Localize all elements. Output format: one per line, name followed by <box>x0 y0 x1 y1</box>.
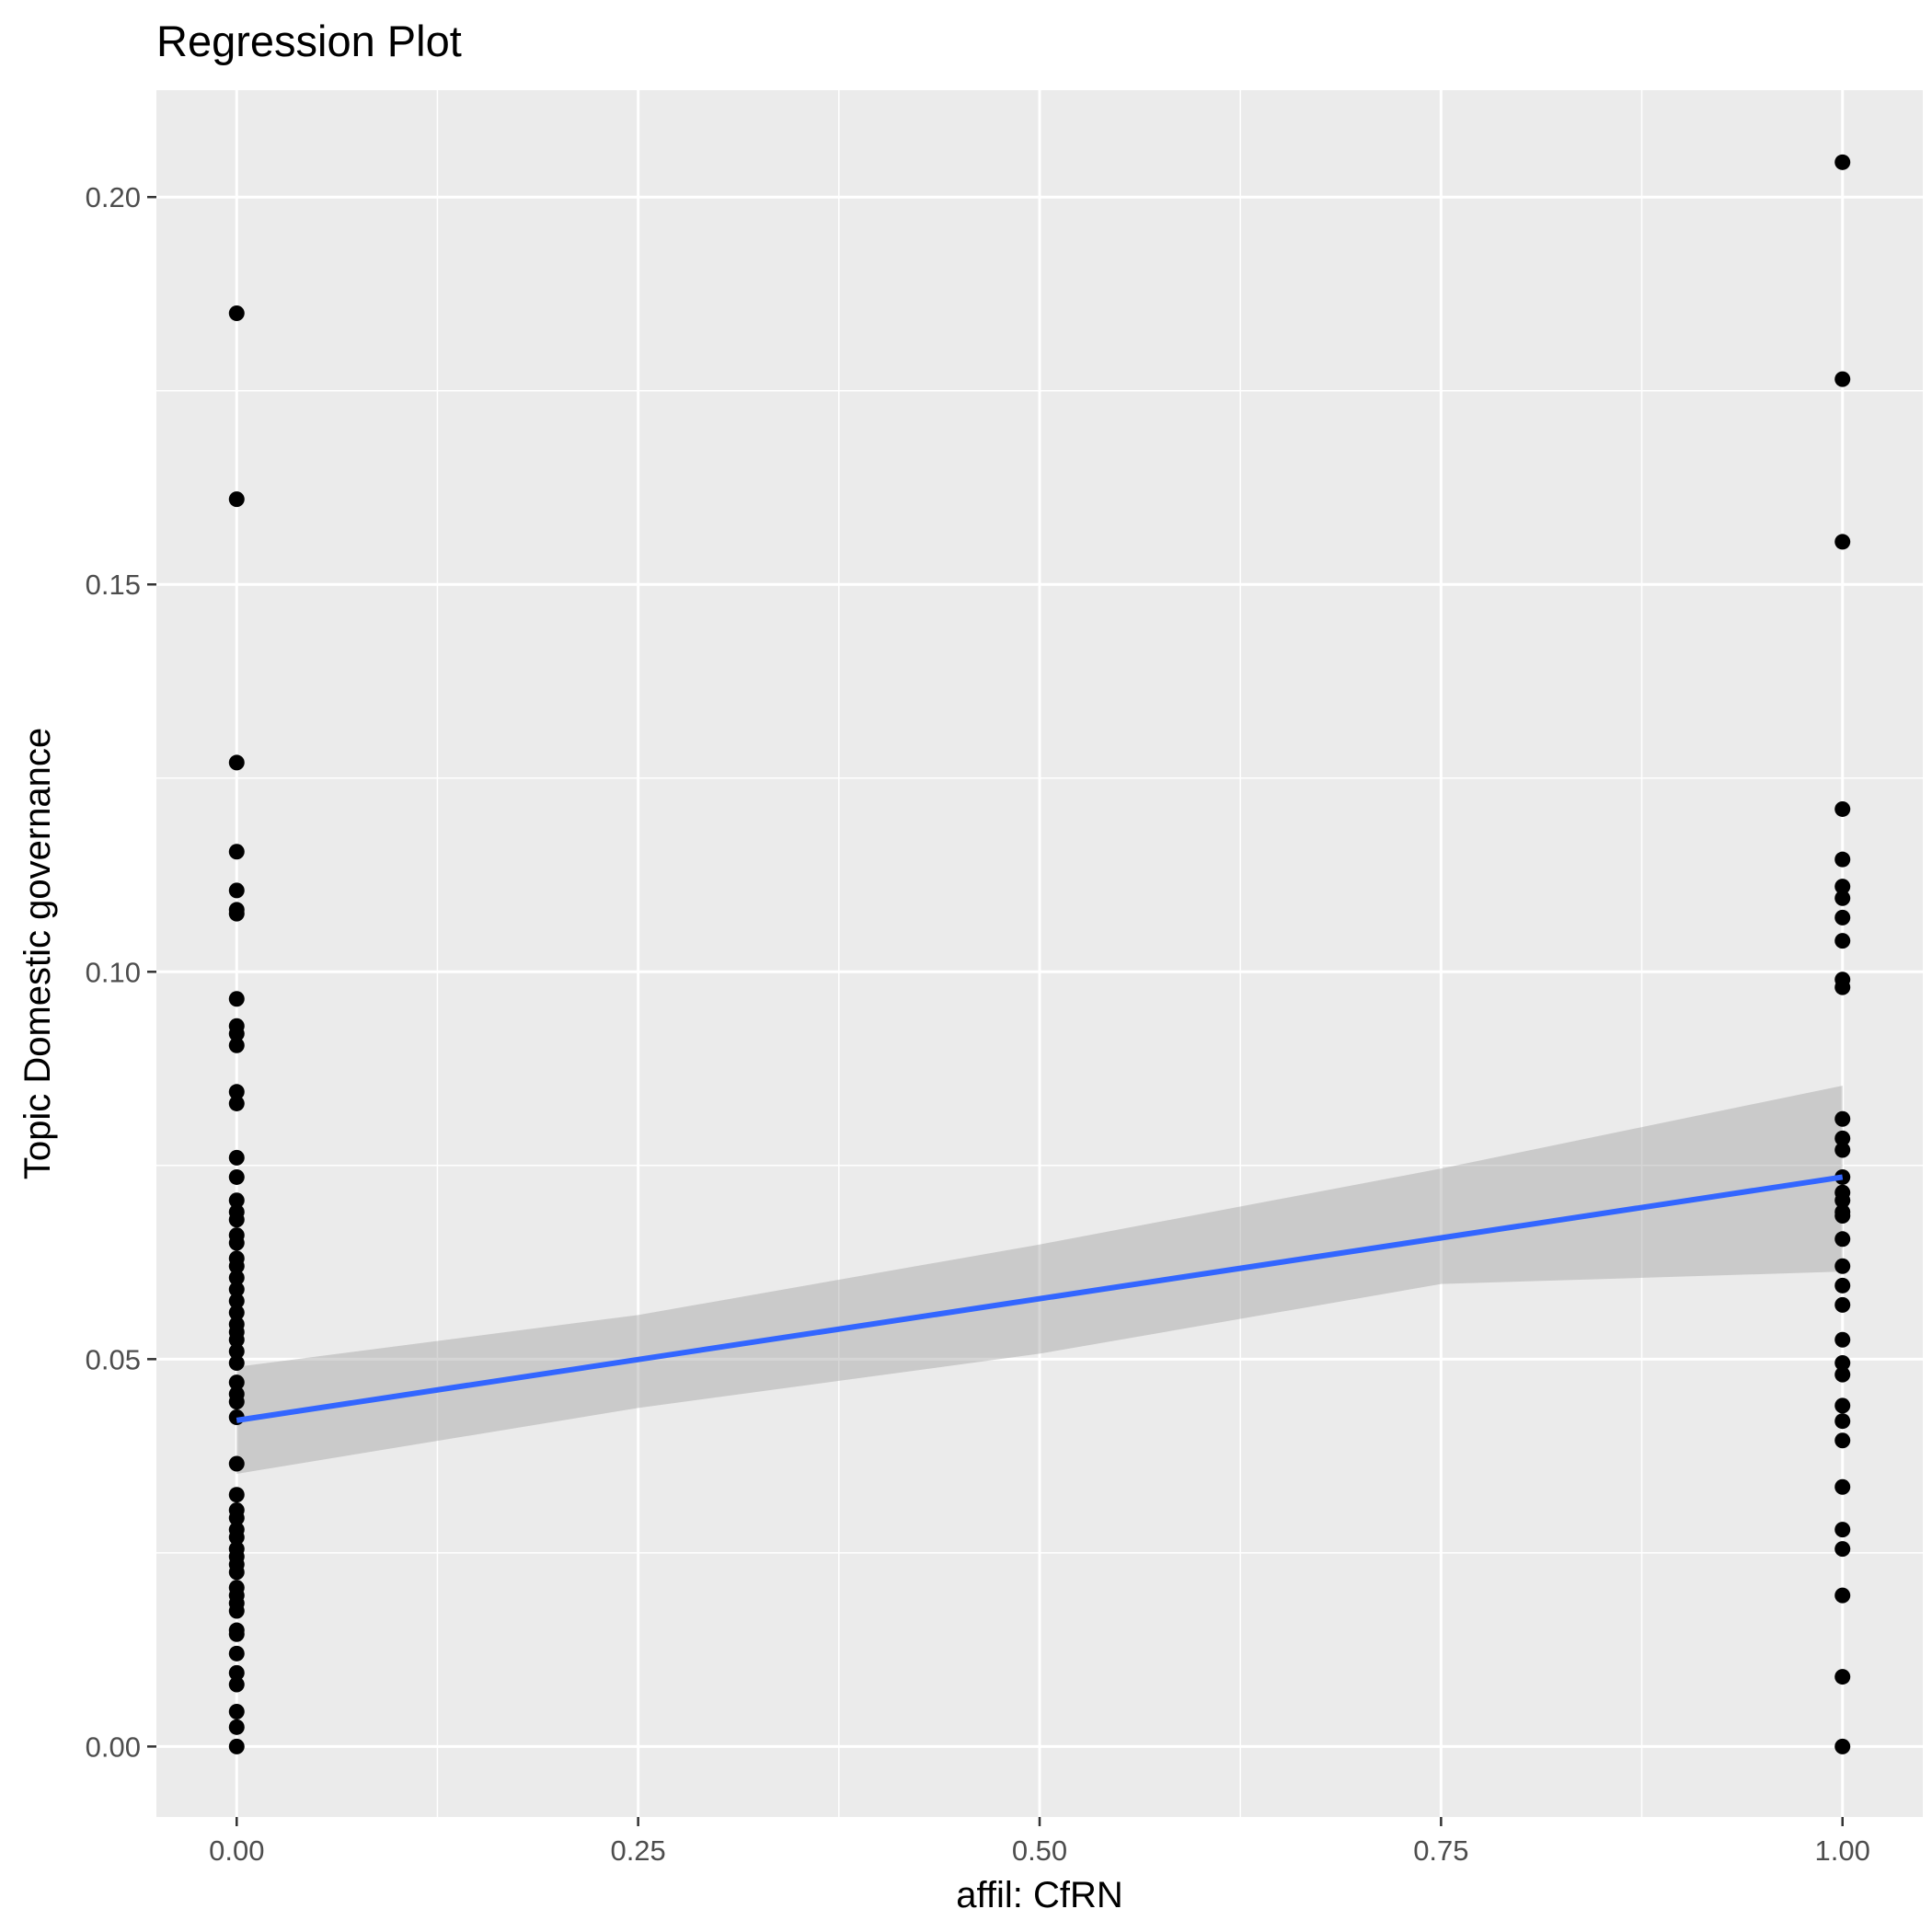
y-tick-label: 0.10 <box>86 956 141 988</box>
data-point <box>228 1026 245 1042</box>
data-point <box>228 844 245 860</box>
data-point <box>1834 1522 1851 1538</box>
data-point <box>1834 1110 1851 1127</box>
data-point <box>1834 1478 1851 1495</box>
data-point <box>228 1455 245 1472</box>
data-point <box>228 1664 245 1681</box>
data-point <box>1834 1296 1851 1313</box>
data-point <box>228 1645 245 1662</box>
data-point <box>228 1676 245 1693</box>
y-axis-title: Topic Domestic governance <box>17 728 58 1179</box>
data-point <box>228 1603 245 1619</box>
data-point <box>228 1510 245 1526</box>
data-point <box>1834 1669 1851 1685</box>
data-point <box>1834 1587 1851 1604</box>
data-points <box>228 154 1851 1754</box>
data-point <box>228 491 245 508</box>
data-point <box>228 1719 245 1735</box>
data-point <box>228 1095 245 1111</box>
data-point <box>228 1738 245 1754</box>
data-point <box>1834 371 1851 387</box>
data-point <box>1834 534 1851 550</box>
data-point <box>228 1487 245 1503</box>
data-point <box>228 1192 245 1209</box>
data-point <box>228 1084 245 1100</box>
data-point <box>228 1305 245 1321</box>
x-tick-label: 0.00 <box>209 1834 264 1867</box>
data-point <box>228 1564 245 1581</box>
data-point <box>228 1168 245 1185</box>
data-point <box>228 991 245 1007</box>
confidence-band <box>236 1086 1843 1474</box>
data-point <box>1834 909 1851 926</box>
data-point <box>1834 1541 1851 1558</box>
x-tick-label: 0.75 <box>1413 1834 1468 1867</box>
data-point <box>228 1037 245 1053</box>
data-point <box>1834 1277 1851 1294</box>
y-axis-ticks: 0.00 0.05 0.10 0.15 0.20 <box>86 181 156 1763</box>
x-axis-title: affil: CfRN <box>956 1875 1123 1915</box>
data-point <box>228 1331 245 1348</box>
y-tick-label: 0.00 <box>86 1731 141 1763</box>
data-point <box>1834 1413 1851 1430</box>
data-point <box>1834 1397 1851 1414</box>
data-point <box>228 1343 245 1360</box>
data-point <box>228 1374 245 1391</box>
data-point <box>228 905 245 922</box>
data-point <box>228 1626 245 1642</box>
data-point <box>228 1282 245 1298</box>
data-point <box>1834 1331 1851 1348</box>
data-point <box>228 1235 245 1251</box>
data-point <box>1834 1130 1851 1146</box>
data-point <box>1834 933 1851 949</box>
x-tick-label: 0.25 <box>610 1834 665 1867</box>
data-point <box>228 882 245 899</box>
data-point <box>1834 1231 1851 1248</box>
x-axis-ticks: 0.00 0.25 0.50 0.75 1.00 <box>209 1817 1870 1867</box>
data-point <box>228 1149 245 1166</box>
data-point <box>1834 851 1851 868</box>
data-point <box>1834 1192 1851 1209</box>
data-point <box>1834 1355 1851 1372</box>
data-point <box>1834 1366 1851 1383</box>
data-point <box>1834 800 1851 817</box>
data-point <box>228 305 245 322</box>
data-point <box>228 1258 245 1274</box>
data-point <box>228 754 245 771</box>
data-point <box>1834 879 1851 895</box>
data-point <box>1834 1432 1851 1449</box>
data-point <box>1834 1142 1851 1158</box>
data-point <box>1834 979 1851 995</box>
x-tick-label: 0.50 <box>1012 1834 1067 1867</box>
data-point <box>228 1270 245 1286</box>
data-point <box>1834 1258 1851 1274</box>
y-tick-label: 0.15 <box>86 569 141 601</box>
chart-title: Regression Plot <box>156 17 462 65</box>
data-point <box>228 1703 245 1719</box>
data-point <box>1834 1208 1851 1225</box>
data-point <box>1834 154 1851 170</box>
data-point <box>228 1355 245 1372</box>
data-point <box>228 1394 245 1410</box>
y-tick-label: 0.05 <box>86 1343 141 1375</box>
data-point <box>228 1529 245 1546</box>
data-point <box>228 1293 245 1309</box>
data-point <box>228 1212 245 1228</box>
y-tick-label: 0.20 <box>86 181 141 213</box>
data-point <box>1834 1738 1851 1754</box>
data-point <box>1834 890 1851 906</box>
x-tick-label: 1.00 <box>1815 1834 1870 1867</box>
regression-line <box>236 1174 1844 1423</box>
